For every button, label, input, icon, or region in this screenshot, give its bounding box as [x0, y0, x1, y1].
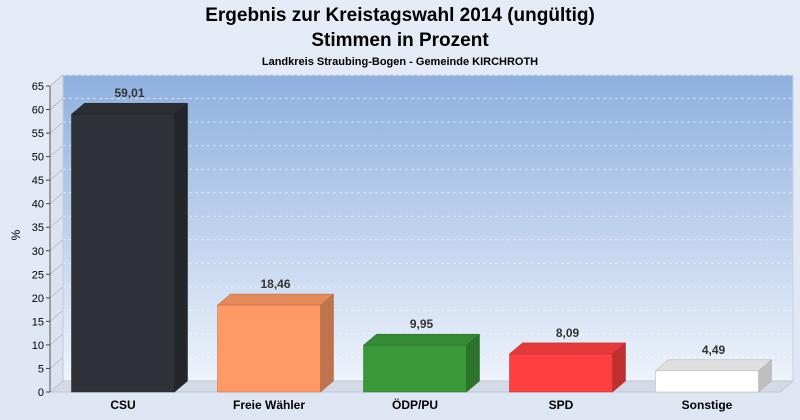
bar-sonstige — [654, 359, 773, 393]
bar — [71, 113, 175, 393]
data-label: 59,01 — [114, 86, 144, 100]
bar-side — [320, 293, 334, 393]
x-tick-label: CSU — [110, 398, 135, 412]
gridline-side — [49, 215, 64, 228]
bar-top — [362, 333, 481, 346]
gridline-side — [49, 262, 64, 275]
bar-top — [654, 359, 773, 372]
y-tick-label: 50 — [32, 152, 44, 164]
y-tick-label: 30 — [32, 246, 44, 258]
data-label: 9,95 — [410, 317, 434, 331]
bar-csu — [70, 102, 189, 393]
y-tick-label: 40 — [32, 199, 44, 211]
bar-side — [174, 102, 188, 393]
y-tick-label: 0 — [38, 387, 44, 399]
data-label: 8,09 — [556, 326, 580, 340]
bar-ödp-pu — [362, 333, 481, 393]
x-tick-label: SPD — [549, 398, 574, 412]
bar — [217, 304, 321, 393]
plot-side-wall — [49, 73, 64, 394]
y-tick-label: 25 — [32, 269, 44, 281]
x-tick-label: Sonstige — [682, 398, 733, 412]
gridline-side — [49, 333, 64, 346]
bars — [70, 102, 773, 393]
gridline-side — [49, 98, 64, 110]
y-tick-label: 55 — [32, 128, 44, 140]
gridline-side — [49, 286, 64, 299]
chart-subtitle: Landkreis Straubing-Bogen - Gemeinde KIR… — [262, 56, 538, 68]
bar-top — [508, 342, 627, 355]
gridline-side — [49, 74, 64, 87]
y-axis-label: % — [9, 229, 23, 240]
data-label: 18,46 — [260, 277, 290, 291]
chart-title-line2: Stimmen in Prozent — [311, 30, 489, 51]
bar-top — [70, 102, 189, 115]
y-axis: 0 5 10 15 20 25 30 35 40 45 50 55 60 65 — [32, 81, 51, 399]
y-tick-label: 60 — [32, 105, 44, 117]
gridline-side — [49, 121, 64, 134]
bar — [363, 344, 467, 393]
bar-freie-wähler — [216, 293, 335, 393]
gridline-side — [49, 310, 64, 322]
data-label: 4,49 — [702, 343, 726, 357]
bar — [655, 370, 759, 393]
gridline-side — [49, 168, 64, 181]
y-tick-label: 5 — [38, 363, 44, 375]
labels: 59,01 CSU 18,46 Freie Wähler 9,95 ÖDP/PU 8,09 S… — [110, 86, 732, 412]
y-tick-label: 65 — [32, 81, 44, 93]
bar-top — [216, 293, 335, 306]
gridline-side — [49, 192, 64, 205]
gridline-side — [49, 357, 64, 369]
bar — [509, 353, 613, 393]
x-tick-label: Freie Wähler — [233, 398, 305, 412]
y-tick-label: 10 — [32, 340, 44, 352]
gridline-side — [49, 145, 64, 157]
y-tick-label: 45 — [32, 175, 44, 187]
y-tick-label: 20 — [32, 293, 44, 305]
gridline-side — [49, 239, 64, 252]
chart-title: Ergebnis zur Kreistagswahl 2014 (ungülti… — [205, 5, 595, 26]
y-tick-label: 35 — [32, 222, 44, 234]
bar-spd — [508, 342, 627, 393]
x-tick-label: ÖDP/PU — [392, 397, 438, 412]
y-tick-label: 15 — [32, 316, 44, 328]
